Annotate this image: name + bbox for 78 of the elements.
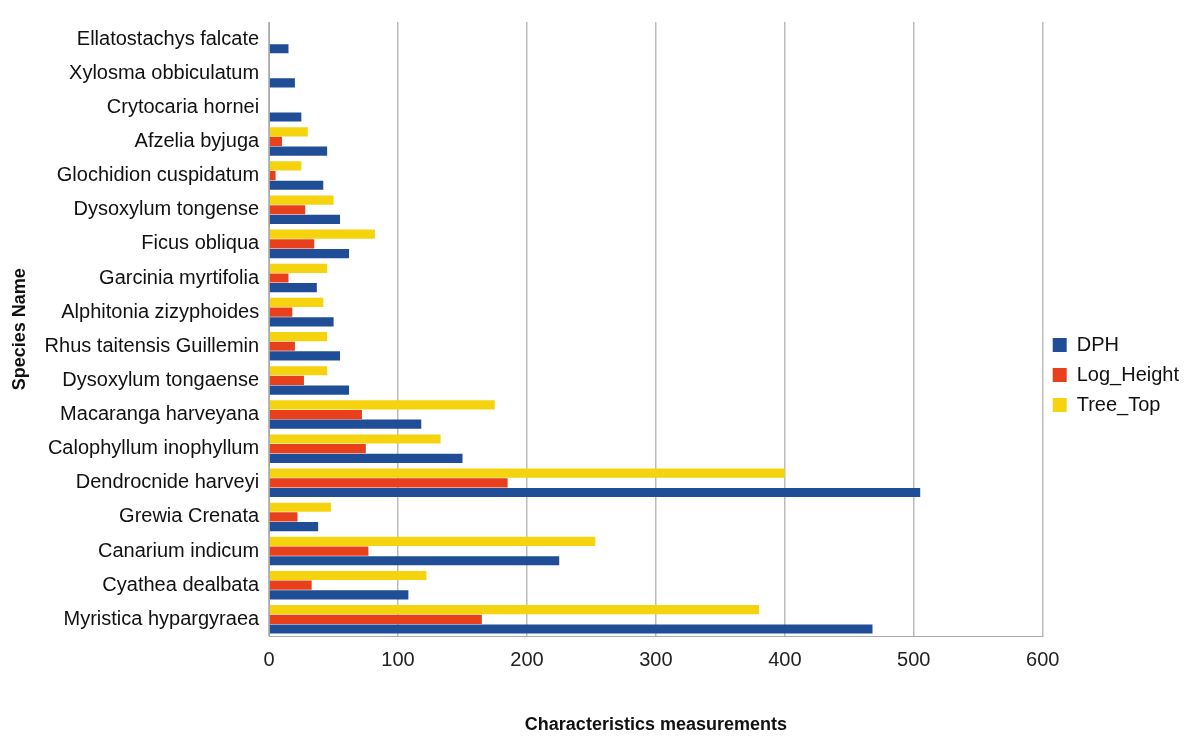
x-tick-label: 300 — [639, 647, 673, 670]
bar — [269, 512, 298, 522]
y-tick-label: Xylosma obbiculatum — [69, 60, 260, 83]
bar — [269, 317, 334, 327]
x-tick-label: 500 — [897, 647, 931, 670]
y-tick-label: Dysoxylum tongense — [73, 197, 260, 220]
x-tick-label: 100 — [381, 647, 415, 670]
bar — [269, 307, 293, 317]
bar — [269, 195, 334, 205]
bar — [269, 580, 312, 590]
bar — [269, 297, 324, 308]
bar — [269, 434, 441, 444]
x-tick-label: 0 — [263, 647, 275, 670]
bar — [269, 409, 362, 420]
y-tick-label: Myristica hypargyraea — [63, 606, 261, 629]
y-tick-label: Dysoxylum tongaense — [62, 367, 260, 390]
bar — [269, 171, 276, 181]
y-tick-label: Garcinia myrtifolia — [99, 265, 260, 288]
bar — [269, 44, 289, 54]
bar — [269, 444, 366, 454]
bar — [269, 112, 302, 122]
bar — [269, 487, 921, 498]
legend-label: Log_Height — [1076, 362, 1180, 386]
y-tick-label: Alphitonia zizyphoides — [61, 299, 260, 322]
bar — [269, 205, 306, 215]
y-tick-label: Rhus taitensis Guillemin — [44, 333, 260, 356]
bar — [269, 614, 482, 624]
bar — [269, 332, 328, 342]
bar — [269, 375, 304, 385]
bar — [269, 570, 427, 581]
legend-label: DPH — [1076, 332, 1119, 355]
y-tick-label: Dendrocnide harveyi — [75, 470, 260, 493]
y-tick-label: Grewia Crenata — [119, 504, 260, 527]
y-tick-label: Ellatostachys falcate — [76, 26, 260, 49]
bar — [269, 214, 341, 224]
bar — [269, 341, 295, 351]
bar — [269, 419, 422, 429]
bar — [269, 605, 760, 615]
bar — [269, 556, 560, 566]
bar — [269, 522, 319, 532]
bar — [269, 136, 283, 147]
y-tick-label: Crytocaria hornei — [106, 94, 260, 117]
x-tick-label: 600 — [1026, 647, 1060, 670]
y-tick-label: Canarium indicum — [97, 538, 260, 561]
bar — [269, 146, 328, 156]
bar — [269, 385, 350, 395]
bar — [269, 536, 596, 546]
x-tick-label: 200 — [510, 647, 544, 670]
bar — [269, 263, 328, 273]
bar — [269, 273, 289, 283]
bar — [269, 546, 369, 556]
bar — [269, 239, 315, 249]
legend-label: Tree_Top — [1076, 392, 1161, 416]
bar — [269, 590, 409, 600]
bar — [269, 180, 324, 190]
bar — [269, 400, 495, 410]
bar — [269, 248, 350, 259]
x-axis-title: Characteristics measurements — [524, 714, 787, 735]
bar — [269, 502, 332, 512]
y-tick-label: Afzelia byjuga — [134, 128, 260, 151]
bar — [269, 468, 785, 478]
y-tick-label: Cyathea dealbata — [102, 572, 260, 595]
bar — [269, 78, 295, 88]
bar — [269, 351, 341, 361]
y-axis-title: Species Name — [8, 268, 29, 391]
bar — [269, 478, 508, 488]
y-tick-label: Calophyllum inophyllum — [47, 436, 260, 459]
y-tick-label: Macaranga harveyana — [60, 402, 261, 425]
bar — [269, 229, 375, 239]
bar — [269, 161, 302, 171]
bar — [269, 624, 873, 634]
bar — [269, 127, 308, 137]
y-tick-label: Glochidion cuspidatum — [56, 163, 260, 186]
bar — [269, 453, 463, 463]
bar — [269, 366, 328, 376]
x-tick-label: 400 — [768, 647, 802, 670]
y-tick-label: Ficus obliqua — [141, 231, 261, 254]
bar — [269, 283, 317, 293]
